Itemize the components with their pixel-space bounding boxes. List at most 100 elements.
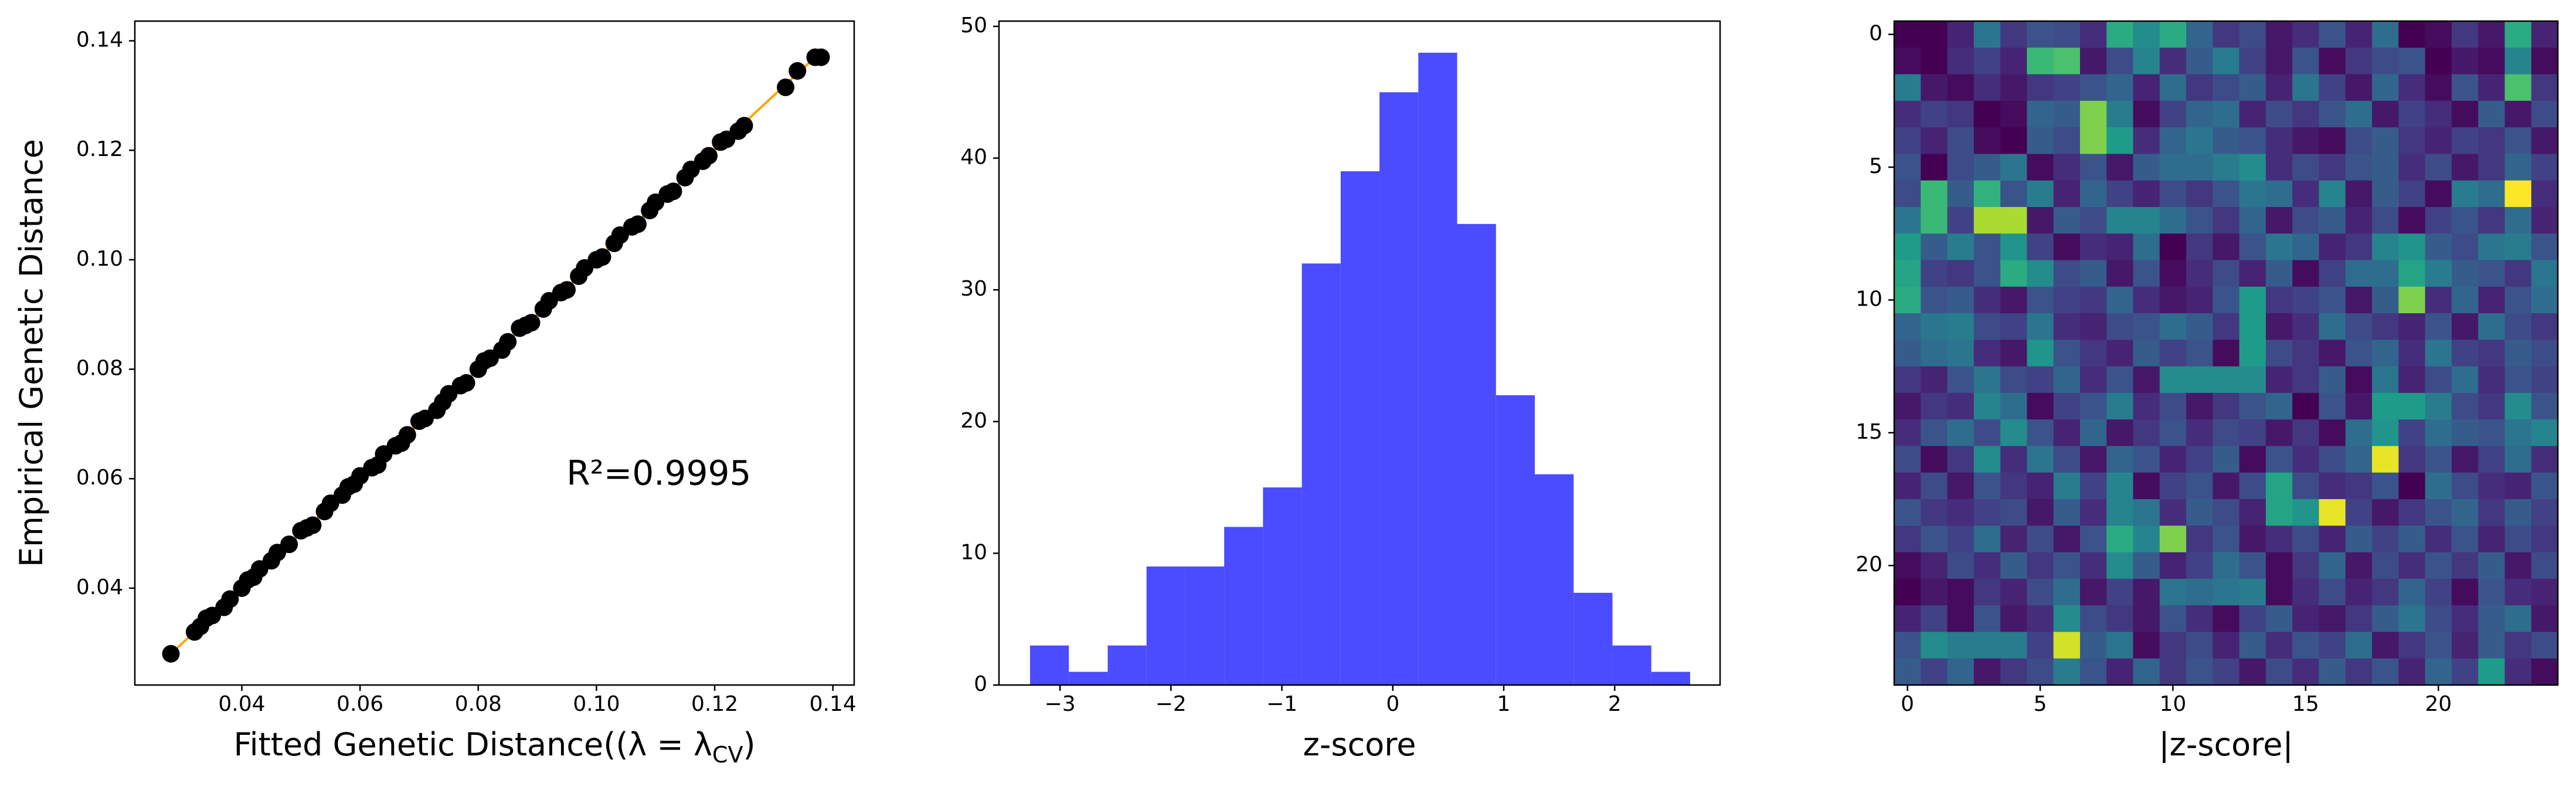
cell: [2079, 578, 2107, 606]
cell: [2504, 472, 2532, 500]
cell: [2106, 578, 2134, 606]
cell: [2213, 48, 2240, 75]
cell: [2053, 525, 2081, 553]
y-axis-label: Empirical Genetic Distance: [13, 139, 50, 567]
cell: [2504, 313, 2532, 340]
cell: [2159, 552, 2187, 579]
cell: [2372, 233, 2399, 261]
point: [499, 333, 517, 351]
cell: [2398, 578, 2426, 606]
cell: [2186, 48, 2213, 75]
bar: [1069, 672, 1108, 685]
cell: [1947, 499, 1975, 526]
cell: [1947, 525, 1975, 553]
bar: [1534, 474, 1574, 685]
point: [162, 645, 180, 663]
cell: [2000, 74, 2027, 101]
cell: [2239, 180, 2266, 208]
cell: [2079, 127, 2107, 154]
cell: [2425, 154, 2452, 181]
cell: [2531, 632, 2558, 659]
cell: [2133, 74, 2160, 101]
cell: [2159, 525, 2187, 553]
cell: [2027, 180, 2054, 208]
cell: [2239, 525, 2266, 553]
cell: [2292, 127, 2319, 154]
cell: [2027, 233, 2054, 261]
cell: [2478, 206, 2505, 234]
cell: [2319, 552, 2346, 579]
cell: [2345, 127, 2373, 154]
cell: [2398, 340, 2426, 367]
cell: [2159, 48, 2187, 75]
x-tick-label: 0.10: [573, 692, 620, 716]
cell: [2106, 260, 2134, 287]
bar: [1379, 92, 1419, 685]
cell: [2398, 21, 2426, 48]
cell: [2398, 206, 2426, 234]
y-tick-label: 0.06: [76, 466, 123, 490]
cell: [2265, 472, 2293, 500]
cell: [2478, 233, 2505, 261]
cell: [1921, 48, 1948, 75]
cell: [2292, 21, 2319, 48]
cell: [2186, 632, 2213, 659]
cell: [2425, 366, 2452, 394]
cell: [2478, 21, 2505, 48]
cell: [2239, 499, 2266, 526]
cell: [1921, 472, 1948, 500]
cell: [2319, 472, 2346, 500]
point: [699, 147, 718, 165]
cell: [1894, 100, 1921, 128]
point: [777, 78, 795, 96]
bar: [1612, 645, 1651, 685]
cell: [2478, 499, 2505, 526]
cell: [2319, 340, 2346, 367]
cell: [2345, 552, 2373, 579]
y-tick-label: 20: [1855, 552, 1882, 577]
cell: [2027, 100, 2054, 128]
cell: [2372, 286, 2399, 314]
bar: [1224, 527, 1263, 685]
cell: [2504, 286, 2532, 314]
cell: [1894, 313, 1921, 340]
cell: [1921, 286, 1948, 314]
cell: [2053, 154, 2081, 181]
cell: [2319, 154, 2346, 181]
cell: [1947, 154, 1975, 181]
cell: [2372, 446, 2399, 473]
cell: [2451, 206, 2479, 234]
y-tick-label: 10: [960, 540, 987, 564]
cell: [2372, 525, 2399, 553]
point: [457, 374, 475, 392]
cell: [2504, 658, 2532, 685]
cell: [2504, 260, 2532, 287]
cell: [2133, 578, 2160, 606]
cell: [2186, 286, 2213, 314]
cell: [2478, 48, 2505, 75]
cell: [2000, 605, 2027, 632]
cell: [2027, 472, 2054, 500]
cell: [2213, 525, 2240, 553]
cell: [2398, 313, 2426, 340]
cell: [2425, 100, 2452, 128]
cell: [2398, 552, 2426, 579]
cell: [2106, 658, 2134, 685]
cell: [2000, 260, 2027, 287]
cell: [2079, 472, 2107, 500]
cell: [2027, 206, 2054, 234]
cell: [2213, 286, 2240, 314]
cell: [2504, 446, 2532, 473]
cell: [2531, 206, 2558, 234]
cell: [2398, 419, 2426, 446]
cell: [2000, 233, 2027, 261]
point: [628, 215, 647, 233]
cell: [2451, 552, 2479, 579]
cell: [2106, 74, 2134, 101]
cell: [2531, 127, 2558, 154]
cell: [2425, 206, 2452, 234]
cell: [2478, 472, 2505, 500]
cell: [2133, 100, 2160, 128]
cell: [2265, 180, 2293, 208]
